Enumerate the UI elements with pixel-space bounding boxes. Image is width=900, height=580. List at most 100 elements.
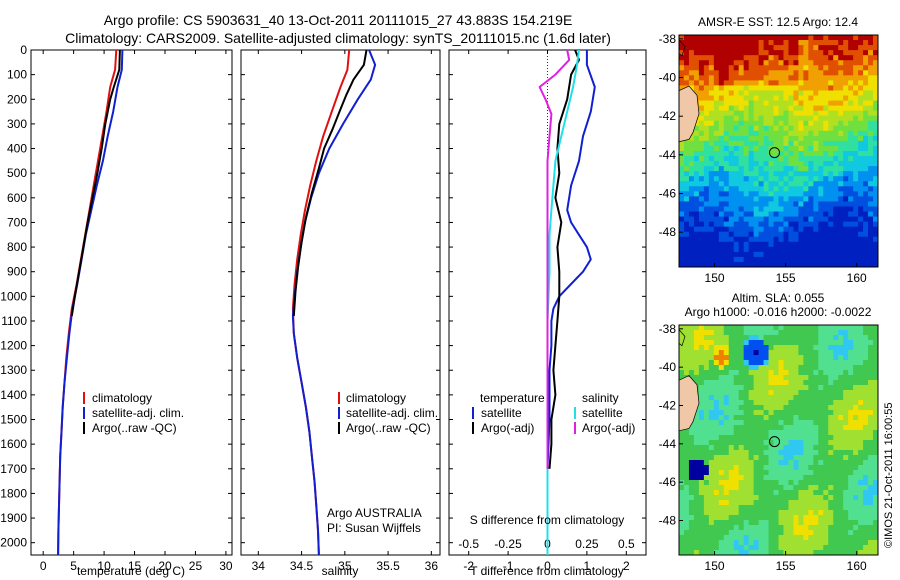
map-cell (688, 480, 695, 486)
map-cell (698, 40, 705, 46)
map-cell (863, 440, 869, 446)
map-cell (758, 70, 764, 76)
map-cell (728, 40, 735, 46)
map-cell (708, 525, 715, 531)
map-cell (733, 206, 740, 212)
map-cell (763, 550, 769, 555)
y-tick-label: 1300 (0, 363, 27, 377)
map-cell (853, 420, 859, 426)
map-cell (818, 470, 824, 476)
map-cell (748, 465, 755, 471)
map-cell (679, 335, 685, 341)
map-cell (703, 95, 710, 101)
legend-label: Argo(..raw -QC) (346, 421, 431, 435)
y-tick-label: 1000 (0, 289, 27, 303)
map-cell (778, 435, 784, 441)
map-cell (738, 161, 745, 167)
map-cell (738, 60, 745, 66)
map-cell (778, 115, 784, 122)
map-cell (688, 485, 695, 491)
map-cell (703, 221, 710, 228)
map-cell (863, 65, 869, 71)
map-cell (813, 196, 819, 202)
map-cell (718, 525, 725, 531)
map-cell (808, 365, 814, 371)
map-cell (773, 206, 779, 212)
map-cell (708, 45, 715, 51)
map-cell (798, 325, 804, 331)
map-cell (728, 375, 735, 381)
map-cell (763, 540, 769, 546)
map-cell (723, 115, 730, 122)
map-cell (788, 65, 794, 71)
map-cell (843, 355, 849, 361)
map-cell (773, 330, 779, 336)
map-cell (773, 85, 779, 91)
map-cell (679, 485, 685, 491)
map-cell (828, 75, 834, 81)
map-cell (733, 430, 740, 436)
map-cell (828, 455, 834, 461)
map-cell (693, 415, 700, 421)
map-cell (733, 385, 740, 391)
map-cell (703, 145, 710, 152)
map-cell (828, 251, 834, 258)
map-cell (853, 410, 859, 416)
map-cell (828, 325, 834, 331)
map-cell (813, 440, 819, 446)
map-cell (688, 140, 695, 147)
map-cell (683, 525, 690, 531)
map-cell (818, 505, 824, 511)
map-cell (758, 120, 764, 127)
map-cell (843, 45, 849, 51)
map-cell (698, 145, 705, 152)
map-cell (679, 360, 685, 366)
map-cell (683, 460, 690, 466)
map-cell (873, 236, 878, 243)
map-cell (783, 375, 789, 381)
map-cell (698, 375, 705, 381)
map-cell (763, 445, 769, 451)
map-cell (733, 40, 740, 46)
map-cell (708, 325, 715, 331)
map-cell (778, 60, 784, 66)
map-cell (743, 90, 750, 96)
map-cell (748, 330, 755, 336)
map-cell (708, 181, 715, 187)
map-cell (848, 435, 854, 441)
map-cell (873, 510, 878, 516)
map-cell (843, 85, 849, 91)
map-cell (858, 520, 864, 526)
map-cell (793, 470, 799, 476)
map-cell (838, 90, 844, 96)
map-cell (743, 211, 750, 217)
map-cell (793, 191, 799, 197)
map-cell (758, 355, 764, 361)
map-cell (743, 85, 750, 91)
map-cell (688, 261, 695, 267)
map-cell (833, 251, 839, 258)
map-cell (748, 445, 755, 451)
map-cell (858, 35, 864, 41)
map-cell (793, 545, 799, 551)
map-cell (738, 400, 745, 406)
map-cell (823, 505, 829, 511)
map-cell (753, 125, 760, 132)
map-cell (713, 485, 720, 491)
map-cell (753, 410, 760, 416)
map-cell (848, 186, 854, 192)
map-cell (873, 350, 878, 356)
map-cell (808, 385, 814, 391)
map-cell (783, 196, 789, 202)
map-cell (873, 151, 878, 157)
map-cell (863, 85, 869, 91)
map-cell (768, 430, 774, 436)
map-cell (768, 40, 774, 46)
map-cell (858, 40, 864, 46)
map-cell (843, 221, 849, 228)
map-cell (768, 330, 774, 336)
map-cell (693, 340, 700, 346)
map-cell (833, 345, 839, 351)
legend-label: satellite-adj. clim. (92, 406, 184, 420)
map-cell (873, 410, 878, 416)
